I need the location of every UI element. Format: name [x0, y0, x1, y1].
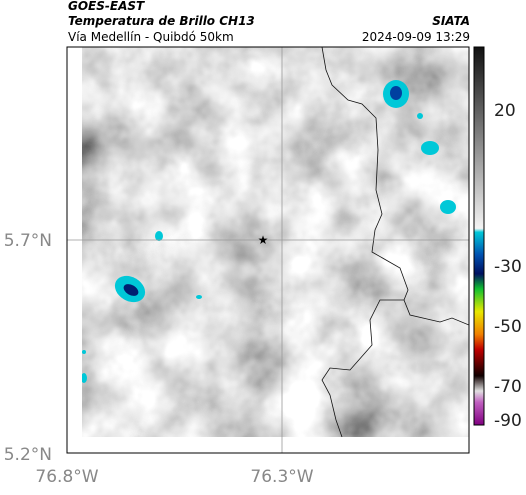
x-axis-label: 76.3°W — [250, 467, 313, 487]
city-marker: ★ — [258, 233, 269, 247]
colorbar-tick-label: 20 — [494, 101, 516, 121]
colorbar-tick-label: -30 — [494, 257, 522, 277]
region-label: Vía Medellín - Quibdó 50km — [68, 30, 234, 44]
source-title: GOES-EAST — [68, 0, 145, 13]
colorbar-tick-label: -70 — [494, 377, 522, 397]
colorbar-tick-label: -90 — [494, 411, 522, 431]
map-frame — [66, 46, 470, 454]
colorbar — [473, 46, 485, 426]
colorbar-tick-label: -50 — [494, 317, 522, 337]
product-title: Temperatura de Brillo CH13 — [68, 14, 255, 28]
x-axis-label: 76.8°W — [35, 467, 98, 487]
y-axis-label: 5.7°N — [4, 231, 52, 251]
timestamp: 2024-09-09 13:29 — [362, 30, 470, 44]
y-axis-label: 5.2°N — [4, 445, 52, 465]
satellite-image — [82, 47, 469, 437]
org-label: SIATA — [432, 14, 470, 28]
